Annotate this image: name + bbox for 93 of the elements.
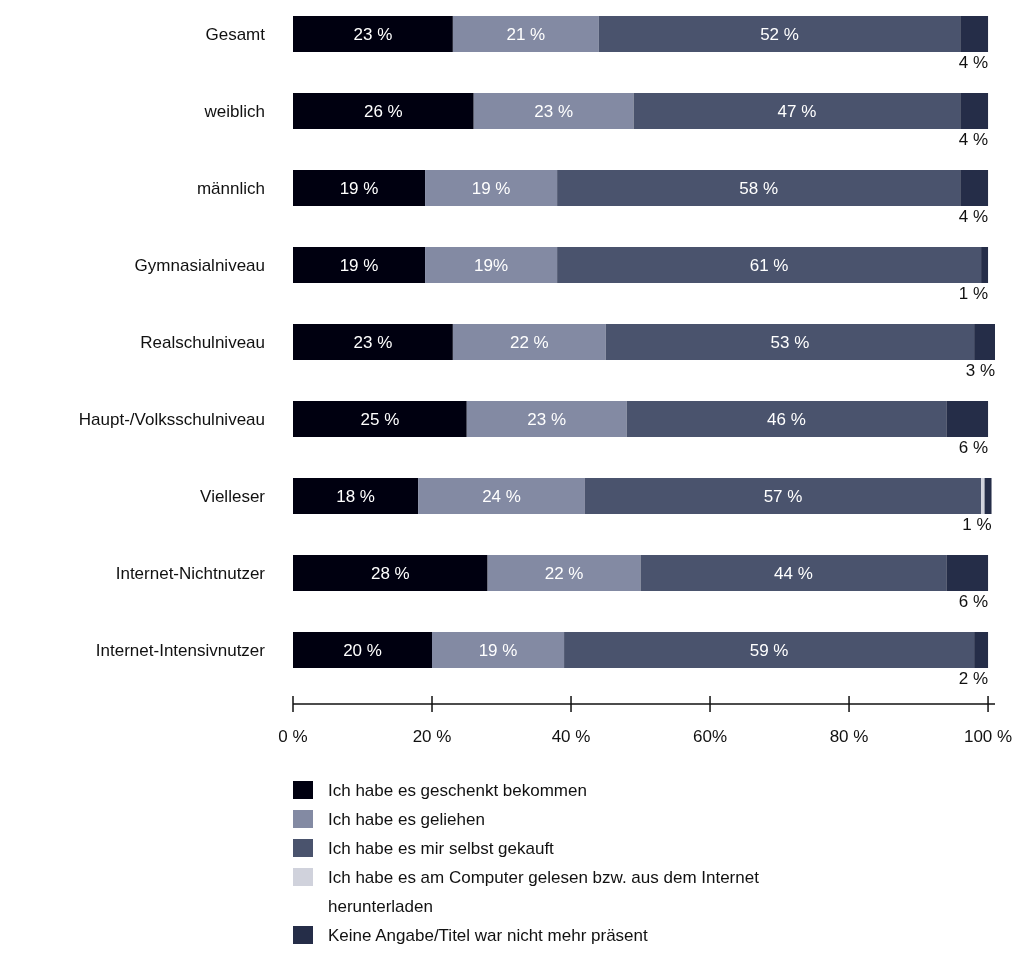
legend-label: Ich habe es mir selbst gekauft (328, 839, 555, 858)
bar (640, 555, 947, 591)
data-label: 18 % (336, 487, 375, 506)
data-label: 46 % (767, 410, 806, 429)
bar (293, 170, 426, 206)
bar (557, 247, 982, 283)
y-tick-label: Realschulniveau (140, 333, 265, 352)
data-label: 23 % (353, 333, 393, 352)
data-label: 59 % (749, 641, 789, 660)
data-label: 1 % (962, 515, 992, 534)
y-tick-label: Internet-Nichtnutzer (115, 564, 266, 583)
x-tick-label: 60% (693, 727, 728, 746)
data-label: 24 % (482, 487, 521, 506)
legend-label: Ich habe es am Computer gelesen bzw. aus dem Internet herunterladen (328, 868, 760, 916)
data-label: 58 % (739, 179, 779, 198)
y-tick-label: Vielleser (200, 487, 266, 506)
bar (293, 247, 426, 283)
data-label: 19 % (471, 179, 511, 198)
bar (418, 478, 585, 514)
y-tick-label: Haupt-/Volksschulniveau (78, 410, 265, 429)
data-label: 3 % (965, 361, 995, 380)
data-label: 57 % (763, 487, 803, 506)
data-label: 44 % (774, 564, 813, 583)
data-label: 22 % (544, 564, 584, 583)
bar (564, 632, 975, 668)
bar (425, 247, 558, 283)
data-label: 23 % (353, 25, 393, 44)
bar (293, 632, 433, 668)
bar (598, 16, 961, 52)
data-label: 23 % (534, 102, 574, 121)
bar (605, 324, 975, 360)
y-tick-label: Internet-Intensivnutzer (95, 641, 266, 660)
data-label: 19 % (339, 256, 379, 275)
bar (557, 170, 961, 206)
data-label: 6 % (958, 438, 989, 457)
data-label: 52 % (760, 25, 799, 44)
legend-label: Keine Angabe/Titel war nicht mehr präsent (328, 926, 648, 945)
bar (981, 478, 985, 514)
bar (981, 247, 989, 283)
bar (293, 401, 467, 437)
bar (293, 324, 453, 360)
data-label: 20 % (343, 641, 382, 660)
x-tick-label: 100 % (963, 727, 1013, 746)
bar (293, 478, 419, 514)
data-label: 61 % (749, 256, 789, 275)
bar (946, 401, 989, 437)
y-tick-label: männlich (196, 179, 265, 198)
x-tick-label: 20 % (412, 727, 452, 746)
bar (432, 632, 565, 668)
data-label: 22 % (509, 333, 549, 352)
bar (452, 16, 599, 52)
data-label: 19 % (339, 179, 379, 198)
bar (960, 16, 989, 52)
bar (626, 401, 947, 437)
bar (974, 324, 995, 360)
legend-label: Ich habe es geliehen (328, 810, 485, 829)
bar (984, 478, 992, 514)
bar (452, 324, 606, 360)
bar (293, 16, 453, 52)
y-tick-label: weiblich (203, 102, 265, 121)
data-label: 21 % (506, 25, 546, 44)
bar (960, 170, 989, 206)
bar (633, 93, 961, 129)
bar (974, 632, 989, 668)
data-label: 1 % (958, 284, 989, 303)
bar (293, 93, 474, 129)
data-label: 2 % (958, 669, 989, 688)
bar (466, 401, 627, 437)
data-label: 4 % (958, 130, 989, 149)
x-tick-label: 80 % (829, 727, 869, 746)
data-label: 19 % (478, 641, 518, 660)
bar (946, 555, 989, 591)
data-label: 53 % (770, 333, 810, 352)
y-tick-label: Gymnasialniveau (134, 256, 265, 275)
x-tick-label: 0 % (278, 727, 308, 746)
data-label: 19% (474, 256, 509, 275)
bar (487, 555, 641, 591)
data-label: 4 % (958, 207, 989, 226)
data-label: 28 % (370, 564, 410, 583)
legend-label: Ich habe es geschenkt bekommen (328, 781, 587, 800)
data-label: 25 % (360, 410, 400, 429)
y-tick-label: Gesamt (205, 25, 266, 44)
x-tick-label: 40 % (551, 727, 591, 746)
data-label: 47 % (777, 102, 817, 121)
data-label: 26 % (363, 102, 403, 121)
data-label: 23 % (527, 410, 567, 429)
bar (293, 555, 488, 591)
bar (425, 170, 558, 206)
bar (584, 478, 982, 514)
bar (960, 93, 989, 129)
data-label: 6 % (958, 592, 989, 611)
bar (473, 93, 634, 129)
data-label: 4 % (958, 53, 989, 72)
